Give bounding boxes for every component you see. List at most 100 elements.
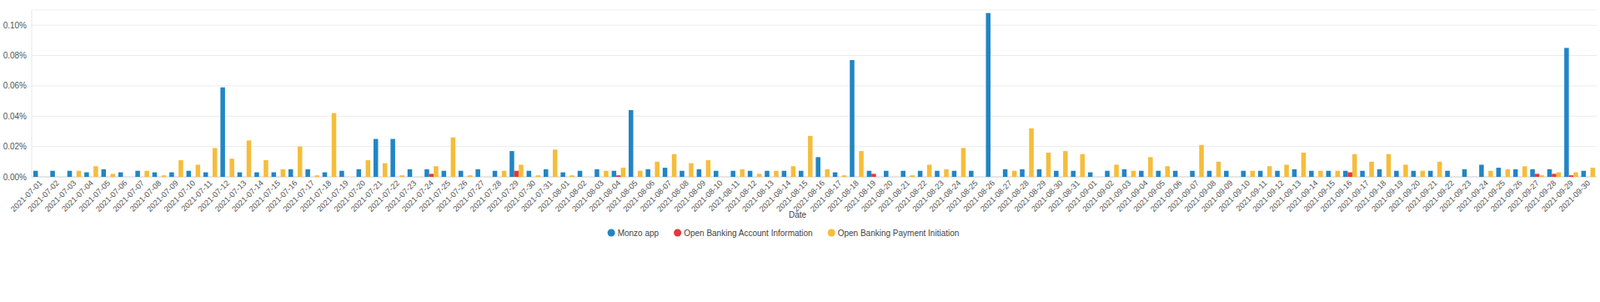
bar: [824, 169, 830, 177]
bar: [297, 146, 303, 177]
bar: [548, 176, 554, 178]
bar: [1037, 169, 1043, 177]
bar: [667, 176, 673, 178]
bar: [105, 176, 111, 178]
bar: [815, 156, 821, 177]
bar: [1160, 176, 1166, 178]
bar: [492, 170, 498, 177]
bar: [76, 170, 82, 177]
bar: [424, 169, 430, 177]
legend-swatch: [827, 229, 836, 237]
bar: [509, 150, 515, 177]
bar: [1041, 176, 1047, 178]
bar: [645, 169, 651, 177]
bar: [909, 175, 915, 177]
bar: [616, 175, 622, 177]
bar: [1019, 169, 1025, 177]
bar: [854, 176, 860, 178]
bar: [366, 160, 372, 177]
bar: [688, 163, 694, 177]
bar: [1109, 176, 1115, 178]
bar: [212, 147, 218, 177]
grid-line: [31, 115, 1597, 117]
bar: [679, 170, 685, 177]
bar: [905, 176, 911, 178]
bar: [1301, 152, 1307, 177]
bar: [1296, 176, 1302, 178]
bar: [50, 170, 56, 177]
bar: [662, 167, 668, 177]
bar: [411, 176, 417, 178]
bar: [672, 154, 678, 177]
bar: [1352, 154, 1358, 177]
bar: [89, 176, 95, 178]
bar: [322, 172, 328, 177]
bar: [1547, 169, 1553, 177]
bar: [832, 172, 838, 177]
bar: [118, 172, 124, 177]
bar: [220, 87, 226, 177]
bar: [1131, 170, 1137, 177]
bar: [1318, 170, 1324, 177]
bar: [186, 170, 192, 177]
bar: [701, 176, 707, 178]
bar: [407, 169, 413, 177]
bar: [1012, 170, 1018, 177]
bar: [1364, 176, 1370, 178]
bar: [1028, 128, 1034, 177]
bar: [1564, 47, 1570, 177]
bar: [952, 170, 958, 177]
bar: [518, 164, 524, 177]
bar: [621, 167, 627, 177]
bar: [1250, 170, 1256, 177]
bar: [985, 13, 991, 177]
bar: [1245, 176, 1251, 178]
bar: [888, 176, 894, 178]
bar: [1063, 150, 1069, 177]
bar: [718, 176, 724, 178]
bar: [1529, 169, 1535, 177]
bar: [1466, 176, 1472, 178]
bar: [246, 140, 252, 177]
bar: [446, 176, 452, 178]
bar: [1437, 161, 1443, 177]
bar: [140, 176, 146, 178]
bar: [1335, 170, 1341, 177]
bar: [263, 160, 269, 177]
bar: [943, 169, 949, 177]
bar: [1262, 176, 1268, 178]
bar: [1556, 172, 1562, 177]
bar: [1284, 164, 1290, 177]
bar: [994, 176, 1000, 178]
bar: [361, 176, 367, 178]
bar: [1007, 176, 1013, 178]
x-axis-title: Date: [788, 210, 808, 220]
bar: [451, 137, 457, 177]
bar: [1551, 173, 1557, 177]
bar: [867, 170, 873, 177]
bar: [1079, 154, 1085, 177]
legend-label: Monzo app: [617, 228, 660, 238]
bar: [939, 176, 945, 178]
bar: [314, 175, 320, 177]
bar: [1479, 164, 1485, 177]
bar: [1381, 176, 1387, 178]
bar: [1590, 167, 1596, 177]
bar: [67, 170, 73, 177]
bar: [280, 169, 286, 177]
bar: [271, 172, 277, 177]
bar: [883, 170, 889, 177]
bar: [475, 169, 481, 177]
bar: [1003, 169, 1009, 177]
bar: [764, 170, 770, 177]
bar: [467, 175, 473, 177]
bar: [968, 170, 974, 177]
bar: [650, 176, 656, 178]
bar: [254, 172, 260, 177]
bar: [842, 175, 848, 177]
bar: [373, 139, 379, 177]
bar: [1326, 170, 1332, 177]
bar: [377, 176, 383, 178]
bar: [1428, 170, 1434, 177]
bar: [463, 176, 469, 178]
